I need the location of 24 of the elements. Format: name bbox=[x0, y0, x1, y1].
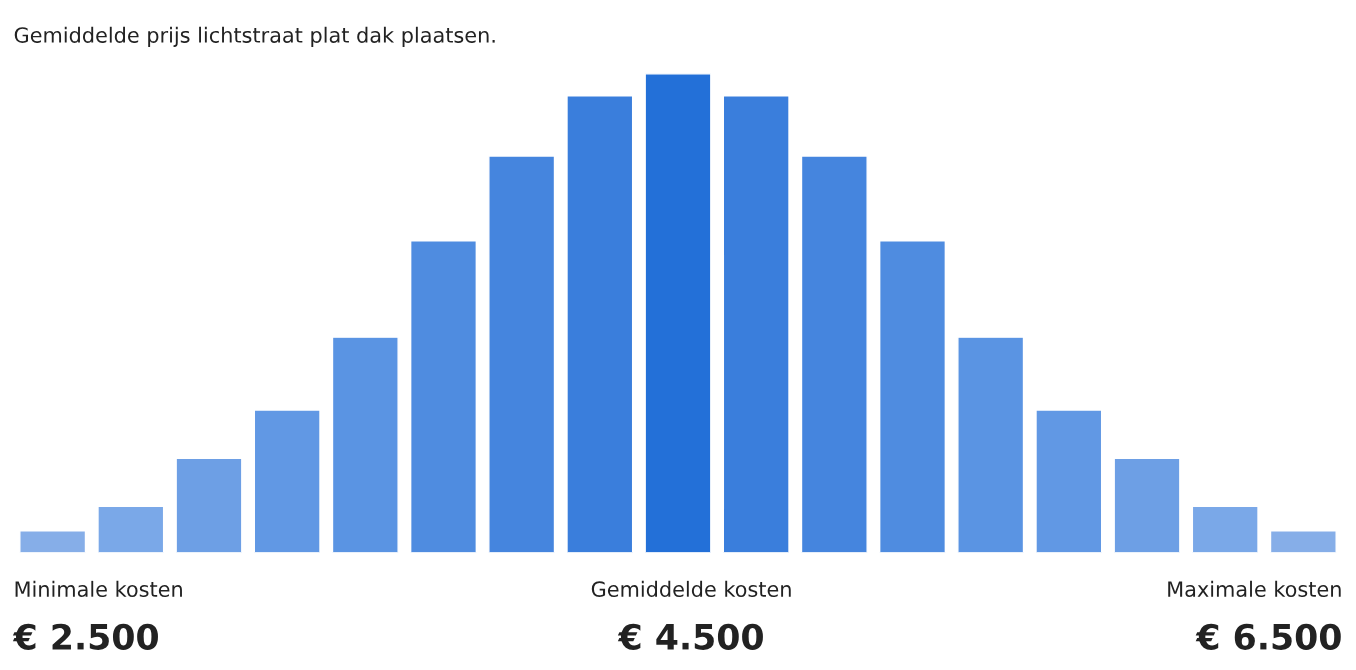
text: € 4.500 bbox=[617, 623, 763, 650]
bar bbox=[409, 240, 478, 553]
bar bbox=[644, 73, 712, 553]
bar bbox=[878, 240, 947, 553]
bar bbox=[566, 95, 634, 553]
bar bbox=[800, 155, 868, 553]
bar bbox=[488, 155, 556, 553]
bar bbox=[19, 530, 87, 553]
text: Minimale kosten bbox=[15, 580, 182, 597]
bar bbox=[957, 336, 1025, 553]
bar bbox=[1113, 457, 1181, 553]
text: € 2.500 bbox=[12, 623, 158, 650]
bar bbox=[175, 457, 243, 553]
bar bbox=[1269, 530, 1337, 553]
bar bbox=[97, 505, 165, 553]
bar bbox=[253, 409, 321, 553]
bar bbox=[1035, 409, 1103, 553]
text: Maximale kosten bbox=[1168, 580, 1341, 597]
bar bbox=[722, 95, 790, 553]
text: € 6.500 bbox=[1195, 623, 1341, 650]
text: Gemiddelde kosten bbox=[591, 580, 791, 597]
bar bbox=[331, 336, 399, 553]
chart-title: Gemiddelde prijs lichtstraat plat dak plaatsen. bbox=[14, 26, 495, 47]
bar bbox=[1191, 505, 1259, 553]
